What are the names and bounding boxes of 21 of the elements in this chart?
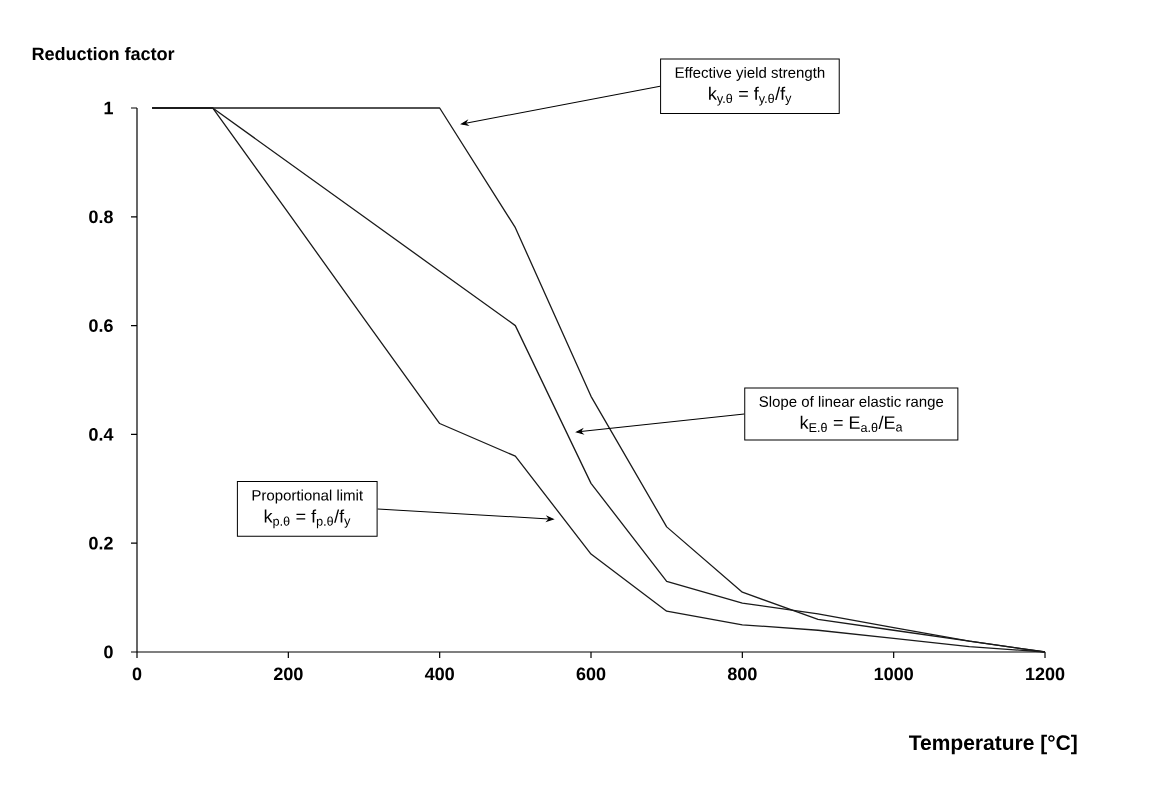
y-axis-title: Reduction factor — [32, 46, 175, 61]
y-tick-label: 0.6 — [89, 319, 113, 332]
x-tick-label: 600 — [576, 667, 606, 681]
annotation: Proportional limit — [252, 489, 363, 504]
annotation: Slope of linear elastic range — [759, 395, 944, 410]
x-tick-label: 200 — [273, 667, 303, 681]
text: Effective yield strength — [675, 66, 825, 81]
x-tick-label: 800 — [727, 667, 757, 681]
x-axis-title: Temperature [°C] — [908, 734, 1077, 755]
y-tick-label: 1 — [104, 101, 113, 115]
y-tick-label: 0.4 — [89, 428, 114, 441]
x-tick-label: 1000 — [874, 667, 913, 681]
y-tick-label: 0.8 — [89, 210, 113, 224]
x-tick-label: 400 — [424, 667, 454, 681]
x-tick-label: 1200 — [1026, 667, 1065, 681]
text: k$_{y.θ}$ = f$_{y.θ}$/f$_{y}$ — [709, 86, 792, 106]
y-tick-label: 0 — [104, 645, 113, 659]
annotation: k$_{E.θ}$ = E$_{a.θ}$/E$_{a}$ — [800, 415, 903, 433]
annotation: k$_{p.θ}$ = f$_{p.θ}$/f$_{y}$ — [264, 509, 351, 529]
x-tick-label: 0 — [132, 667, 142, 681]
y-tick-label: 0.2 — [89, 536, 113, 550]
